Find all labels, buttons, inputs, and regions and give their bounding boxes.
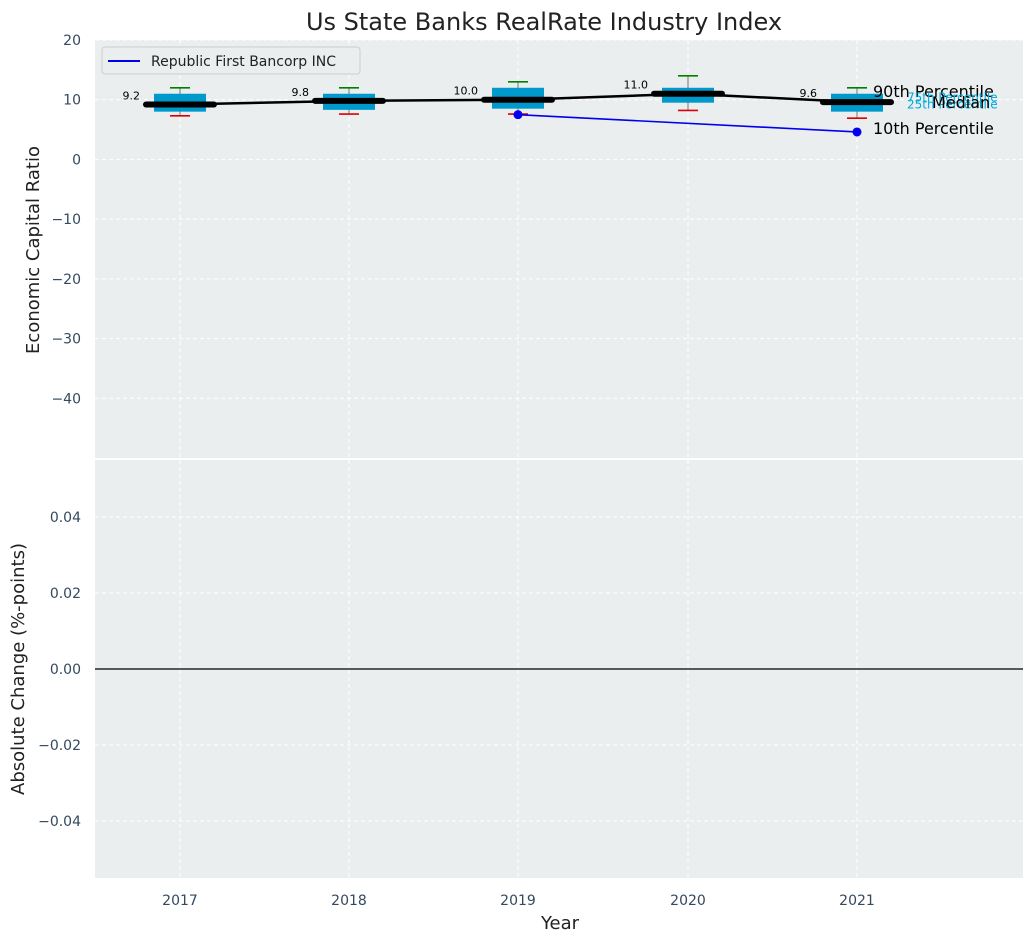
company-series	[513, 110, 862, 137]
x-tick-label-2017: 2017	[162, 893, 198, 909]
top-y-tick-label: 0	[72, 152, 81, 168]
legend-label-republic-first: Republic First Bancorp INC	[151, 54, 336, 70]
x-tick-label-2020: 2020	[670, 893, 706, 909]
bottom-y-axis-label: Absolute Change (%-points)	[8, 543, 29, 795]
top-y-tick-label: −20	[51, 272, 81, 288]
bottom-y-tick-label: 0.04	[50, 510, 81, 526]
series-point-2021	[852, 127, 862, 137]
annotation-p75: 75th Percentile	[907, 91, 998, 105]
bottom-y-tick-label: 0.00	[50, 662, 81, 678]
top-y-axis-label: Economic Capital Ratio	[23, 146, 44, 354]
median-label-2017: 9.2	[123, 89, 141, 102]
bottom-y-ticks: 0.04 0.02 0.00 −0.02 −0.04	[38, 510, 81, 830]
annotation-p25: 25th Percentile	[907, 98, 998, 112]
top-y-tick-label: −30	[51, 332, 81, 348]
top-y-tick-label: −10	[51, 212, 81, 228]
legend: Republic First Bancorp INC	[101, 46, 361, 75]
top-y-tick-label: 20	[63, 33, 81, 49]
legend-box	[101, 46, 361, 75]
bottom-y-tick-label: 0.02	[50, 586, 81, 602]
median-label-2019: 10.0	[454, 85, 479, 98]
top-y-tick-label: 10	[63, 93, 81, 109]
top-grid	[95, 39, 1023, 458]
x-tick-label-2018: 2018	[331, 893, 367, 909]
bottom-y-tick-label: −0.04	[38, 814, 81, 830]
x-tick-label-2021: 2021	[839, 893, 875, 909]
top-y-ticks: 20 10 0 −10 −20 −30 −40	[51, 33, 81, 407]
median-label-2018: 9.8	[292, 86, 310, 99]
bottom-y-tick-label: −0.02	[38, 738, 81, 754]
annotation-median: Median	[932, 93, 990, 112]
annotation-p10: 10th Percentile	[873, 119, 994, 138]
series-line-0	[517, 113, 858, 133]
median-label-2020: 11.0	[624, 79, 649, 92]
top-y-tick-label: −40	[51, 391, 81, 407]
annotation-p90: 90th Percentile	[873, 82, 994, 101]
chart-title: Us State Banks RealRate Industry Index	[306, 8, 782, 36]
x-ticks: 2017 2018 2019 2020 2021	[162, 893, 875, 909]
median-connector-line	[179, 92, 858, 106]
median-connector	[179, 92, 858, 106]
x-axis-label: Year	[540, 913, 580, 934]
x-tick-label-2019: 2019	[500, 893, 536, 909]
median-label-2021: 9.6	[800, 87, 818, 100]
series-point-2019	[513, 110, 523, 120]
